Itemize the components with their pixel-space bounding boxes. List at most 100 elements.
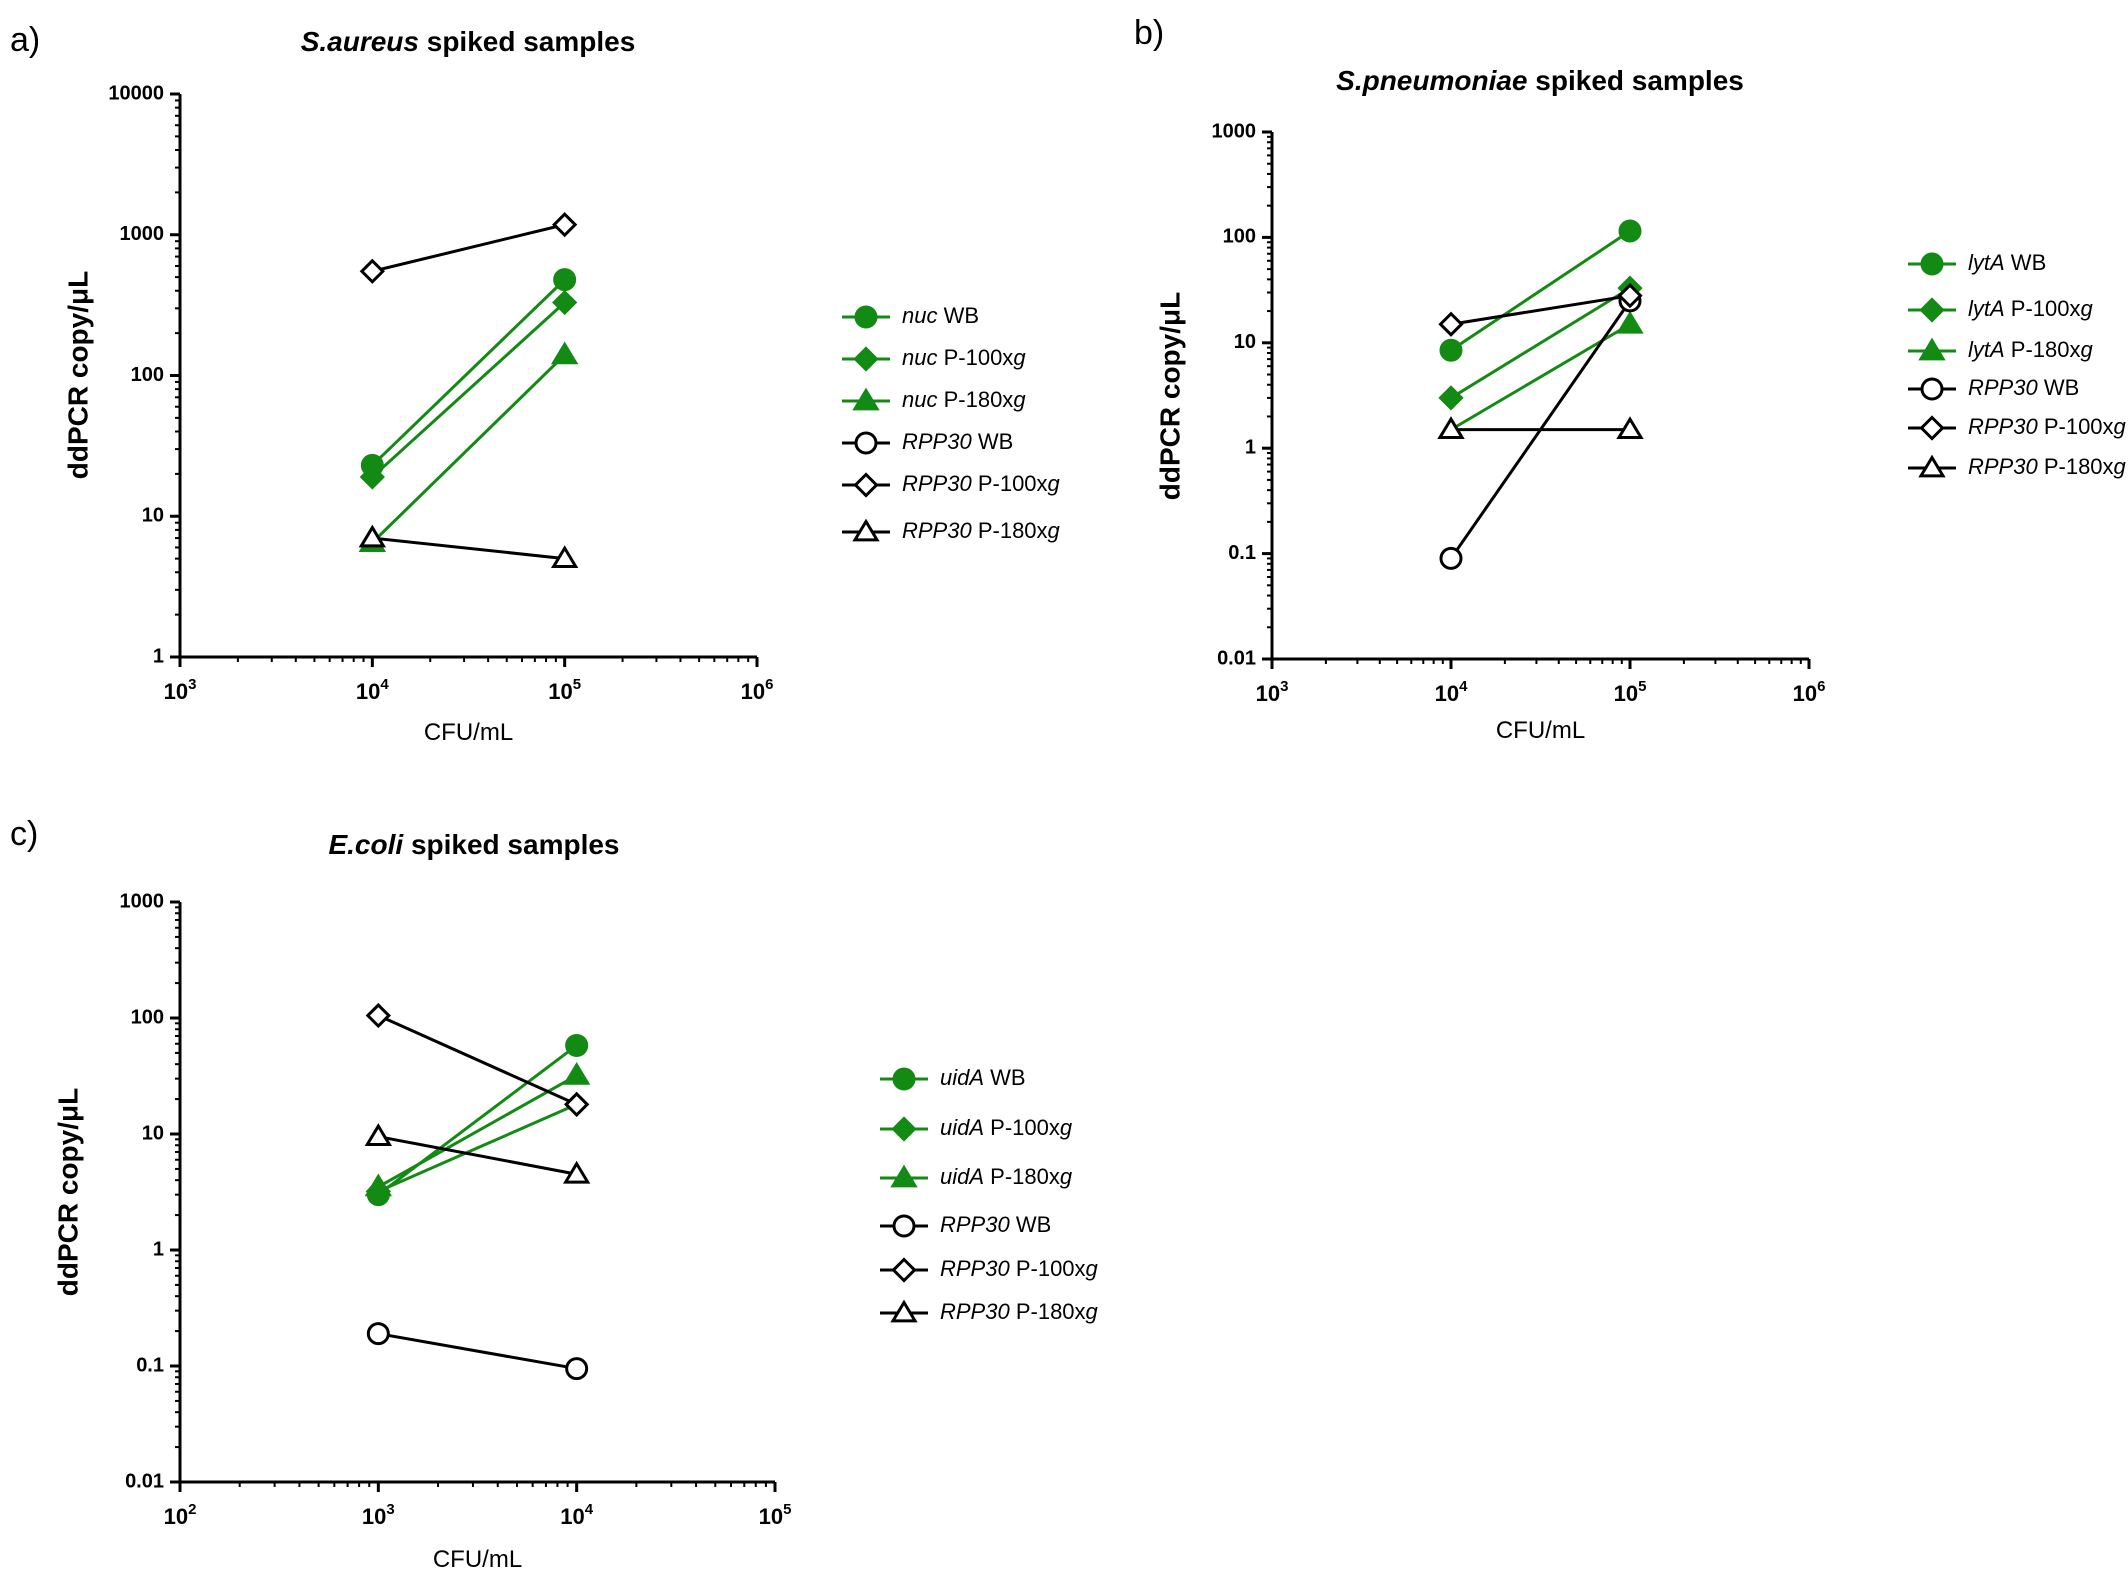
chart-panel-3: c) E.coli spiked samples ddPCR copy/μL CFU/… [10, 815, 1099, 1573]
legend-item: lytA P-100xg [1908, 296, 2094, 323]
series-rpp30-p-180xg [364, 1123, 591, 1184]
legend-marker [1920, 377, 1944, 401]
legend-item: lytA P-180xg [1908, 337, 2094, 362]
data-point [1437, 416, 1465, 440]
y-tick-label: 10 [142, 1122, 164, 1144]
series-line [378, 1135, 577, 1176]
data-point [358, 524, 387, 548]
legend-marker [891, 1116, 917, 1142]
legend-label: uidA WB [940, 1065, 1026, 1090]
y-tick-label: 10 [142, 505, 164, 527]
panel-label: b) [1134, 14, 1164, 52]
legend-marker [852, 518, 880, 542]
chart-title: S.aureus spiked samples [301, 26, 636, 57]
legend-label: lytA P-180xg [1968, 337, 2094, 362]
y-tick-label: 1 [153, 645, 164, 667]
data-point [1439, 338, 1463, 362]
legend-marker [892, 1067, 916, 1091]
y-tick-label: 100 [1223, 226, 1256, 248]
data-point [550, 545, 579, 568]
series-nuc-p-100xg [359, 289, 578, 490]
legend-marker [892, 1214, 916, 1238]
series-lyta-wb [1439, 219, 1642, 362]
x-tick-label: 105 [759, 1501, 792, 1529]
panel-label: c) [10, 815, 38, 853]
legend-item: RPP30 P-100xg [842, 471, 1061, 498]
data-point [565, 1357, 589, 1381]
legend-marker [891, 1257, 917, 1283]
data-point [562, 1160, 591, 1184]
y-tick-label: 1000 [120, 223, 165, 245]
y-tick-label: 100 [131, 1006, 164, 1028]
series-line [371, 301, 566, 479]
data-point [562, 1061, 591, 1085]
legend-label: uidA P-100xg [940, 1115, 1073, 1140]
legend-item: RPP30 WB [842, 429, 1013, 455]
legend-marker [890, 1164, 918, 1188]
x-tick-label: 104 [560, 1501, 593, 1529]
legend-label: RPP30 P-100xg [940, 1256, 1099, 1281]
y-axis-label: ddPCR copy/μL [1154, 292, 1185, 500]
chart-panel-1: a) S.aureus spiked samples ddPCR copy/μL CF… [10, 21, 1061, 746]
series-uida-p-100xg [365, 1091, 590, 1205]
legend-label: RPP30 P-180xg [1968, 454, 2127, 479]
legend-marker [853, 346, 879, 372]
series-lyta-p-180xg [1437, 310, 1644, 440]
legend-marker [1920, 252, 1944, 276]
x-axis-label: CFU/mL [1496, 717, 1585, 744]
data-point [552, 289, 578, 316]
series-line [378, 1332, 577, 1371]
legend-label: RPP30 WB [940, 1212, 1051, 1237]
data-point [553, 268, 577, 292]
legend-item: RPP30 WB [1908, 375, 2079, 401]
series-rpp30-p-100xg [365, 1002, 590, 1118]
legend-item: RPP30 P-100xg [1908, 414, 2127, 441]
y-tick-label: 0.1 [1228, 542, 1256, 564]
x-tick-label: 103 [362, 1501, 395, 1529]
series-line [371, 353, 566, 544]
series-uida-p-180xg [364, 1061, 591, 1197]
legend-marker [1918, 337, 1946, 361]
x-tick-label: 106 [741, 676, 774, 704]
legend-label: RPP30 P-100xg [1968, 414, 2127, 439]
y-tick-label: 0.01 [125, 1470, 164, 1492]
legend-marker [1919, 297, 1945, 323]
x-axis-label: CFU/mL [433, 1546, 522, 1573]
panel-label: a) [10, 21, 40, 59]
data-point [565, 1033, 589, 1057]
legend-item: RPP30 P-180xg [842, 518, 1061, 543]
chart-title: S.pneumoniae spiked samples [1336, 65, 1744, 96]
series-rpp30-p-180xg [358, 524, 579, 568]
data-point [364, 1173, 393, 1197]
y-axis-label: ddPCR copy/μL [62, 271, 93, 479]
series-nuc-p-180xg [358, 341, 579, 552]
x-tick-label: 105 [548, 676, 581, 704]
legend-item: uidA P-100xg [880, 1115, 1073, 1142]
data-point [359, 464, 385, 490]
x-tick-label: 104 [1435, 678, 1468, 706]
legend-item: RPP30 WB [880, 1212, 1051, 1238]
legend-marker [854, 305, 878, 329]
legend-label: RPP30 WB [902, 429, 1013, 454]
series-line [1450, 294, 1631, 326]
legend-label: lytA P-100xg [1968, 296, 2094, 321]
series-line [372, 536, 565, 561]
data-point [1616, 416, 1644, 440]
y-tick-label: 10000 [108, 82, 164, 104]
y-tick-label: 0.1 [136, 1354, 164, 1376]
data-point [1618, 219, 1642, 243]
y-tick-label: 1000 [1212, 120, 1257, 142]
data-point [564, 1091, 590, 1118]
data-point [1439, 546, 1463, 570]
series-line [1450, 229, 1631, 352]
y-tick-label: 1 [153, 1238, 164, 1260]
data-point [1617, 283, 1643, 309]
legend-label: lytA WB [1968, 250, 2046, 275]
legend-label: RPP30 P-100xg [902, 471, 1061, 496]
series-rpp30-wb [366, 1322, 589, 1381]
series-nuc-wb [360, 268, 577, 477]
legend-marker [854, 431, 878, 455]
data-point [359, 258, 385, 284]
y-tick-label: 1 [1245, 436, 1256, 458]
